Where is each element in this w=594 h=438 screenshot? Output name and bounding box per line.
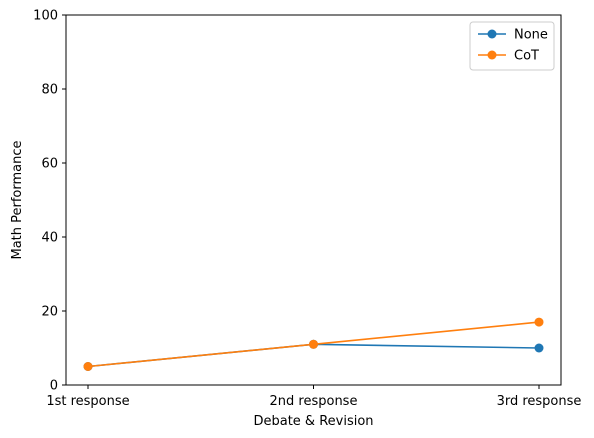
x-tick-label: 3rd response: [497, 394, 582, 409]
y-tick-label: 20: [41, 305, 58, 320]
legend-item: None: [478, 28, 548, 43]
series-cot: [83, 317, 544, 371]
y-tick-label: 60: [41, 157, 58, 172]
legend-marker: [487, 50, 497, 60]
data-point: [83, 362, 93, 371]
plot-frame: [65, 14, 562, 386]
legend-marker: [487, 29, 497, 39]
x-axis-label: Debate & Revision: [253, 414, 373, 429]
data-point: [534, 343, 544, 353]
y-tick-label: 80: [41, 83, 58, 98]
legend-label: CoT: [514, 49, 539, 64]
x-tick-label: 2nd response: [270, 394, 358, 409]
legend: None CoT: [469, 21, 555, 71]
x-axis: 1st response 2nd response 3rd response: [46, 385, 581, 409]
data-point: [309, 339, 318, 349]
y-tick-label: 100: [33, 9, 58, 24]
x-tick-label: 1st response: [46, 394, 129, 409]
y-tick-label: 0: [50, 379, 58, 394]
y-axis: 0 20 40 60 80 100: [33, 9, 66, 394]
y-tick-label: 40: [41, 231, 58, 246]
y-axis-label: Math Performance: [10, 140, 25, 259]
legend-label: None: [514, 28, 548, 43]
data-point: [534, 317, 544, 327]
plot-series: [83, 317, 544, 371]
legend-item: CoT: [478, 49, 539, 64]
